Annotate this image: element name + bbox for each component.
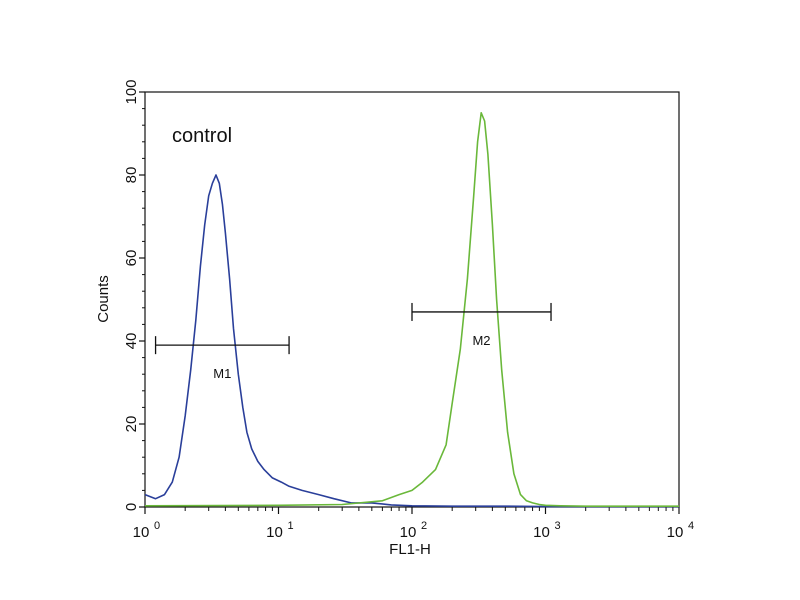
gate-marker-m1: M1: [154, 336, 290, 381]
x-tick-exp-3: 3: [555, 520, 561, 532]
x-tick-exp-1: 1: [288, 520, 294, 532]
x-tick-exp-4: 4: [688, 520, 694, 532]
x-tick-label-3: 10: [533, 524, 550, 541]
y-axis-title: Counts: [95, 275, 112, 323]
x-tick-label-0: 10: [133, 524, 150, 541]
y-tick-label-0: 0: [123, 503, 140, 511]
histogram-series-0: [144, 174, 679, 508]
plot-frame: [144, 91, 680, 508]
marker-label: M1: [213, 366, 231, 381]
x-tick-label-1: 10: [266, 524, 283, 541]
x-tick-label-4: 10: [667, 524, 684, 541]
marker-label: M2: [472, 333, 490, 348]
x-axis-title: FL1-H: [389, 541, 431, 558]
x-tick-exp-2: 2: [421, 520, 427, 532]
gate-marker-m2: M2: [411, 302, 552, 348]
y-tick-label-2: 40: [123, 333, 140, 350]
series-layer: [144, 112, 679, 508]
y-tick-label-3: 60: [123, 250, 140, 267]
gate-markers: M1 M2: [154, 302, 552, 381]
y-tick-label-1: 20: [123, 416, 140, 433]
x-axis-ticks: 10 0 10 1 10 2 10 3 10 4: [133, 507, 694, 541]
y-tick-label-4: 80: [123, 167, 140, 184]
x-tick-label-2: 10: [400, 524, 417, 541]
y-minor-ticks: [142, 108, 145, 491]
histogram-series-1: [144, 112, 679, 508]
annotation-label: control: [172, 125, 232, 147]
x-tick-exp-0: 0: [154, 520, 160, 532]
y-tick-label-5: 100: [123, 79, 140, 104]
y-axis-ticks: 0 20 40 60 80 100: [123, 79, 145, 511]
